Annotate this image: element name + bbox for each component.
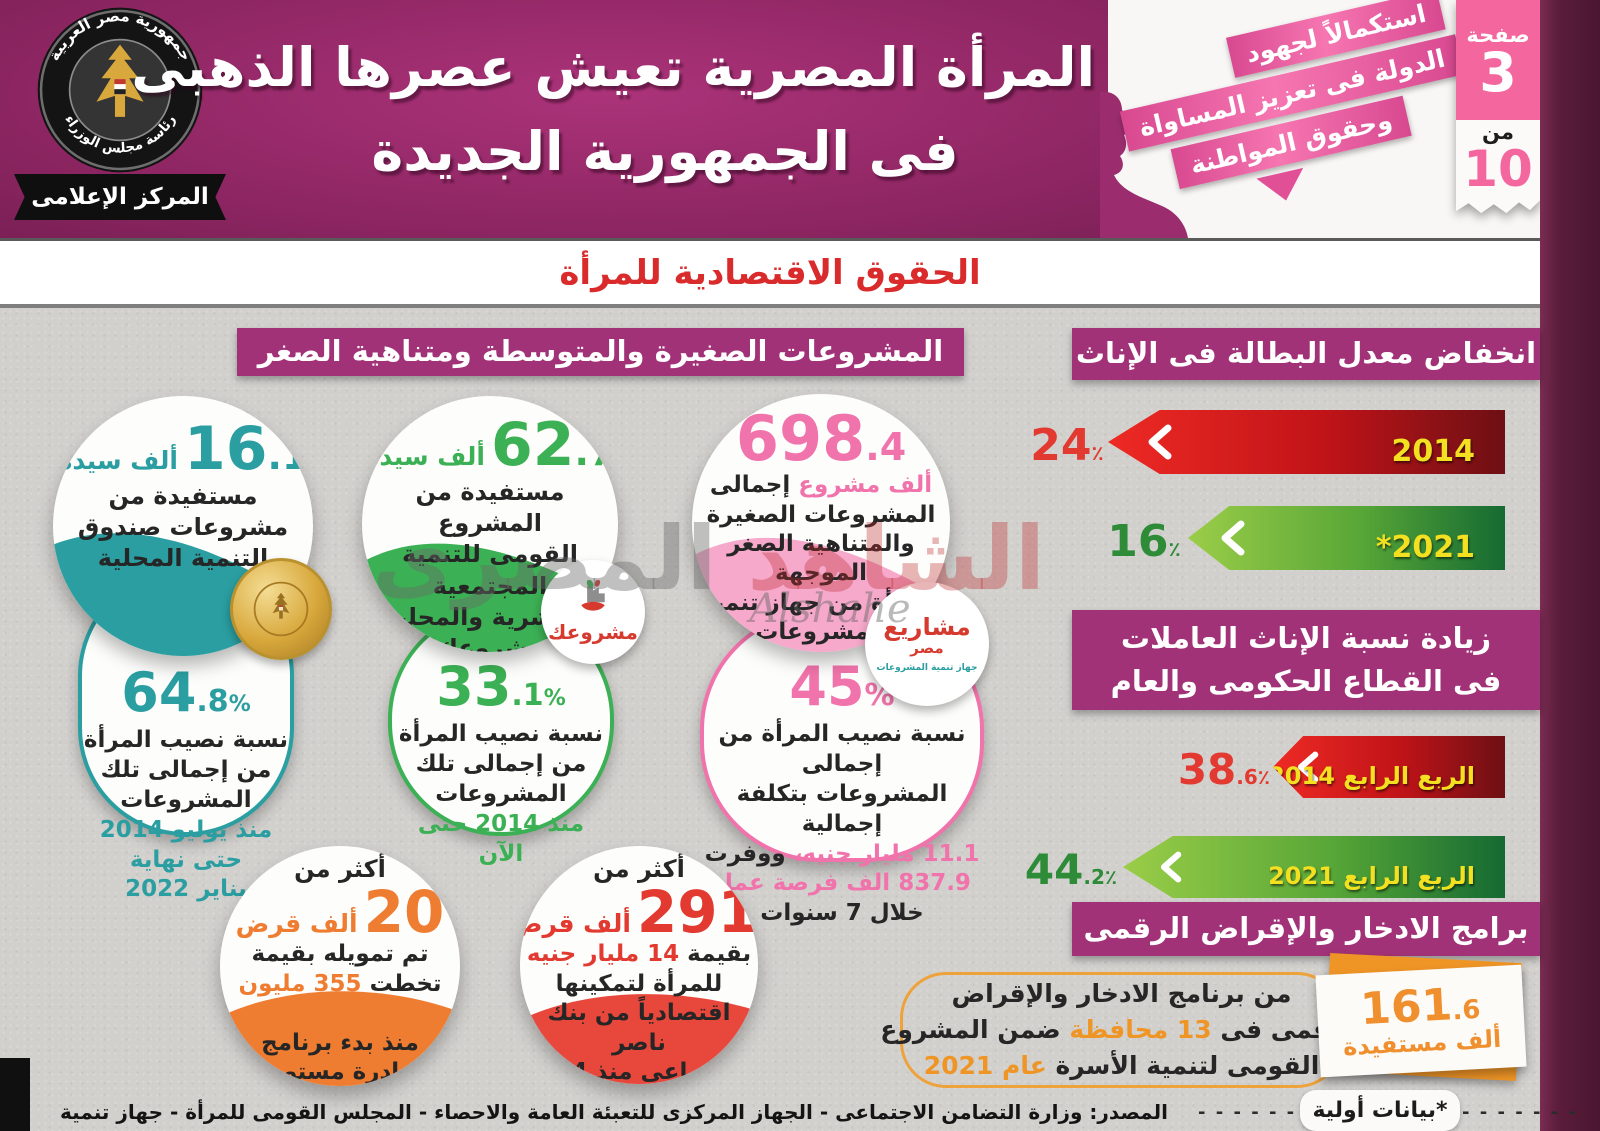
mashrouak-value: 62 bbox=[491, 410, 575, 480]
unemployment-bar-2021: *2021 bbox=[1188, 506, 1505, 570]
nasser-bank-stat-circle: أكثر من 291ألف قرض بقيمة 14 مليار جنيه ل… bbox=[520, 846, 758, 1084]
mashrouak-share-value: 33 bbox=[436, 655, 512, 718]
public-sector-title-2: فى القطاع الحكومى والعام bbox=[1110, 664, 1502, 698]
public-sector-bar-2021: الربع الرابع 2021 bbox=[1123, 836, 1505, 898]
nasser-value: 291 bbox=[636, 878, 758, 947]
msmeda-value: 698 bbox=[735, 402, 866, 475]
title-line-2: فى الجمهورية الجديدة bbox=[371, 119, 959, 183]
msmeda-logo-text-2: مصر bbox=[910, 639, 944, 658]
page-indicator-top: صفحة 3 bbox=[1456, 0, 1540, 120]
public-sector-bar-2014: الربع الرابع 2014 bbox=[1273, 736, 1505, 798]
unemployment-value-2021: 16٪ bbox=[1107, 516, 1181, 567]
mastoura-value: 20 bbox=[363, 878, 445, 947]
public-sector-value-2014: 38.6٪ bbox=[1177, 745, 1270, 794]
savings-title: برامج الادخار والإقراض الرقمى bbox=[1083, 911, 1529, 946]
source-line: المصدر: وزارة التضامن الاجتماعى - الجهاز… bbox=[60, 1100, 1168, 1124]
page-indicator-tab: صفحة 3 من 10 bbox=[1456, 0, 1540, 218]
subtitle-band: الحقوق الاقتصادية للمرأة bbox=[0, 238, 1540, 308]
mashrouak-logo-icon bbox=[581, 580, 605, 611]
nasser-unit: ألف قرض bbox=[520, 909, 631, 939]
woman-silhouette bbox=[1100, 91, 1188, 238]
ldf-value: 16 bbox=[184, 414, 268, 484]
page-of-word: من bbox=[1482, 120, 1514, 144]
subtitle: الحقوق الاقتصادية للمرأة bbox=[559, 252, 981, 293]
nasser-amount: 14 مليار جنيه bbox=[526, 941, 680, 968]
unemployment-section-band: انخفاض معدل البطالة فى الإناث bbox=[1072, 328, 1540, 380]
savings-section-band: برامج الادخار والإقراض الرقمى bbox=[1072, 902, 1540, 956]
page-indicator-bottom: من 10 bbox=[1456, 120, 1540, 214]
mashrouak-logo-badge: مشروعك bbox=[541, 560, 645, 664]
msmeda-share-capsule: 45% نسبة نصيب المرأة من إجمالى المشروعات… bbox=[700, 610, 984, 926]
media-center-label: المركز الإعلامى bbox=[31, 184, 209, 210]
bar-quarter-label: الربع الرابع 2021 bbox=[1268, 862, 1475, 890]
divider-dashes-left: - - - - - - - bbox=[1198, 1102, 1314, 1123]
bar-year-label: 2014 bbox=[1391, 434, 1476, 469]
program-year: عام 2021 bbox=[923, 1051, 1047, 1081]
bar-year-label: *2021 bbox=[1375, 530, 1475, 565]
mashrouak-logo-text: مشروعك bbox=[548, 620, 638, 644]
msmeda-logo-text-3: جهاز تنمية المشروعات bbox=[876, 662, 978, 673]
msmeda-jobs: 837.9 الف فرصة عمل bbox=[713, 870, 971, 897]
sme-section-title: المشروعات الصغيرة والمتوسطة ومتناهية الص… bbox=[257, 334, 944, 369]
mastoura-stat-circle: أكثر من 20ألف قرض تم تمويله بقيمة تخطت 3… bbox=[220, 846, 460, 1086]
local-development-seal bbox=[230, 558, 332, 660]
unemployment-title: انخفاض معدل البطالة فى الإناث bbox=[1075, 336, 1537, 371]
msmeda-cost: 11.1 مليار جنيه، bbox=[793, 840, 980, 867]
chevron-left-icon bbox=[1148, 424, 1172, 460]
bar-quarter-label: الربع الرابع 2014 bbox=[1268, 762, 1475, 790]
mastoura-unit: ألف قرض bbox=[235, 909, 358, 939]
msmeda-logo-text-1: مشاريع bbox=[883, 613, 971, 642]
beneficiaries-card: 161.6 ألف مستفيدة bbox=[1315, 964, 1527, 1078]
seal-eagle-icon bbox=[253, 581, 309, 637]
media-center-banner: المركز الإعلامى bbox=[14, 174, 226, 220]
side-stripe bbox=[1540, 0, 1600, 1131]
beneficiaries-value: 161 bbox=[1359, 979, 1454, 1036]
divider-dashes-right: - - - - - - - bbox=[1462, 1102, 1578, 1123]
chevron-left-icon bbox=[1221, 520, 1245, 556]
cabinet-emblem-icon: جمهورية مصر العربية رئاسة مجلس الوزراء bbox=[37, 7, 203, 173]
chevron-left-icon bbox=[1297, 751, 1319, 783]
msmeda-unit: ألف مشروع bbox=[798, 472, 933, 499]
msmeda-logo-badge: مشاريع مصر جهاز تنمية المشروعات bbox=[865, 582, 989, 706]
public-sector-section-band: زيادة نسبة الإناث العاملات فى القطاع الح… bbox=[1072, 610, 1540, 710]
title-line-1: المرأة المصرية تعيش عصرها الذهبى bbox=[131, 36, 1095, 99]
preliminary-data-note: *بيانات أولية bbox=[1300, 1090, 1460, 1131]
ldf-share-value: 64 bbox=[121, 661, 197, 724]
mashrouak-unit: ألف سيدة bbox=[364, 442, 486, 471]
msmeda-share-value: 45 bbox=[789, 655, 865, 718]
public-sector-title-1: زيادة نسبة الإناث العاملات bbox=[1120, 620, 1492, 655]
page-total: 10 bbox=[1463, 140, 1533, 198]
savings-description-box: من برنامج الادخار والإقراض الرقمى فى 13 … bbox=[880, 972, 1363, 1088]
unemployment-value-2014: 24٪ bbox=[1030, 420, 1104, 471]
mastoura-amount: 355 مليون جنيه bbox=[238, 970, 365, 1027]
chevron-left-icon bbox=[1161, 851, 1182, 883]
corner-black-block bbox=[0, 1058, 30, 1131]
page-number: 3 bbox=[1479, 40, 1517, 104]
page-title: المرأة المصرية تعيش عصرها الذهبى فى الجم… bbox=[131, 26, 1095, 221]
sme-section-band: المشروعات الصغيرة والمتوسطة ومتناهية الص… bbox=[237, 328, 964, 376]
unemployment-bar-2014: 2014 bbox=[1108, 410, 1505, 474]
page-word: صفحة bbox=[1466, 22, 1530, 47]
government-logo: المركز الإعلامى جمهورية مصر العربية رئاس… bbox=[14, 6, 228, 226]
ldf-unit: ألف سيدة bbox=[57, 446, 179, 475]
public-sector-value-2021: 44.2٪ bbox=[1024, 845, 1118, 894]
governorates-count: 13 محافظة bbox=[1069, 1014, 1212, 1044]
